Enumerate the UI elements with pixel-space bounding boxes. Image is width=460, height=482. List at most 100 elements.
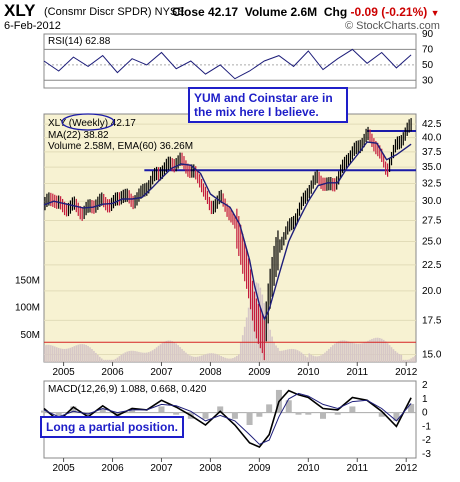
volume-bar	[337, 341, 340, 362]
volume-bar	[198, 356, 201, 362]
volume-bar	[163, 341, 166, 362]
volume-bar	[339, 340, 342, 362]
price-legend-symbol: XLY (Weekly) 42.17	[48, 118, 136, 129]
price-tick-label: 20.0	[422, 286, 442, 297]
price-x-label: 2005	[52, 367, 75, 378]
volume-bar	[331, 345, 334, 362]
volume-bar	[50, 345, 52, 362]
volume-bar	[388, 345, 391, 362]
volume-bar	[222, 356, 224, 362]
volume-bar	[183, 350, 185, 362]
volume-bar	[363, 342, 365, 362]
volume-bar	[349, 342, 352, 362]
volume-bar	[175, 343, 177, 362]
volume-bar	[314, 356, 316, 362]
volume-bar	[290, 348, 293, 362]
volume-bar	[330, 347, 332, 362]
volume-bar	[247, 307, 250, 362]
volume-bar	[343, 340, 346, 362]
volume-bar	[185, 352, 187, 362]
rsi-panel	[43, 33, 417, 89]
macd-histogram-bar	[202, 412, 209, 419]
volume-bar	[402, 359, 405, 362]
volume-bar	[322, 354, 324, 362]
volume-bar	[300, 352, 303, 362]
rsi-tick-label: 50	[422, 60, 434, 71]
volume-bar	[147, 352, 150, 362]
price-x-label: 2012	[395, 367, 418, 378]
volume-bar	[365, 341, 367, 362]
quote-summary: Close 42.17 Volume 2.6M Chg -0.09 (-0.21…	[172, 5, 440, 19]
volume-bar	[296, 350, 299, 362]
rsi-tick-label: 70	[422, 44, 434, 55]
volume-bar	[218, 355, 221, 362]
volume-bar	[324, 352, 326, 362]
rsi-title: RSI(14) 62.88	[48, 36, 111, 47]
macd-histogram-bar	[173, 412, 180, 415]
volume-bar	[404, 359, 407, 362]
volume-bar	[302, 354, 305, 362]
volume-bar	[151, 350, 154, 362]
symbol-title: XLY	[4, 1, 36, 20]
volume-bar	[104, 359, 107, 362]
volume-bar	[130, 350, 132, 362]
volume-bar	[392, 349, 395, 362]
macd-signal-line	[43, 392, 412, 445]
volume-bar	[238, 354, 240, 362]
volume-bar	[386, 343, 389, 362]
volume-bar	[277, 347, 279, 362]
annotation-bottom: Long a partial position.	[40, 416, 184, 438]
volume-bar	[165, 340, 168, 362]
volume-bar	[286, 349, 289, 362]
volume-bar	[167, 340, 170, 362]
price-tick-label: 32.5	[422, 179, 442, 190]
volume-bar	[408, 359, 410, 362]
volume-bar	[226, 358, 228, 362]
volume-bar	[102, 359, 105, 362]
volume-bar	[335, 342, 338, 362]
volume-bar	[373, 338, 375, 362]
macd-tick-label: 0	[422, 408, 428, 419]
macd-x-label: 2012	[395, 463, 418, 474]
volume-bar	[128, 351, 130, 362]
volume-bar	[108, 359, 111, 362]
company-name: (Consmr Discr SPDR)	[44, 6, 152, 18]
weekly-circle	[61, 113, 115, 131]
volume-bar	[316, 356, 318, 362]
volume-bar	[292, 349, 295, 362]
macd-histogram-bar	[256, 412, 263, 417]
macd-histogram-bar	[217, 406, 224, 413]
volume-bar	[341, 340, 344, 362]
price-tick-label: 22.5	[422, 260, 442, 271]
volume-bar	[44, 345, 46, 362]
quote-date: 6-Feb-2012	[4, 20, 61, 32]
macd-histogram-bar	[246, 412, 253, 425]
macd-histogram-bar	[266, 404, 273, 413]
volume-bar	[359, 343, 361, 362]
volume-bar	[232, 358, 234, 362]
volume-bar	[224, 357, 226, 362]
volume-bar	[122, 353, 125, 362]
price-tick-label: 27.5	[422, 215, 442, 226]
volume-bar	[283, 350, 285, 362]
volume-bar	[59, 348, 62, 362]
volume-bar	[87, 345, 89, 362]
volume-bar	[61, 348, 64, 362]
price-legend-ma: MA(22) 38.82	[48, 130, 109, 141]
volume-bar	[298, 351, 301, 362]
price-x-label: 2008	[199, 367, 222, 378]
volume-bar	[132, 350, 134, 362]
volume-bar	[116, 357, 119, 362]
volume-bar	[153, 348, 156, 362]
price-x-label: 2006	[101, 367, 124, 378]
volume-value: Volume 2.6M	[244, 5, 318, 19]
volume-bar	[228, 358, 230, 362]
volume-bar	[173, 342, 175, 362]
down-arrow-icon: ▼	[430, 8, 440, 18]
volume-bar	[318, 356, 320, 362]
volume-bar	[91, 349, 93, 362]
macd-title: MACD(12,26,9) 1.088, 0.668, 0.420	[48, 384, 207, 395]
volume-bar	[273, 341, 275, 362]
volume-bar	[306, 357, 309, 362]
